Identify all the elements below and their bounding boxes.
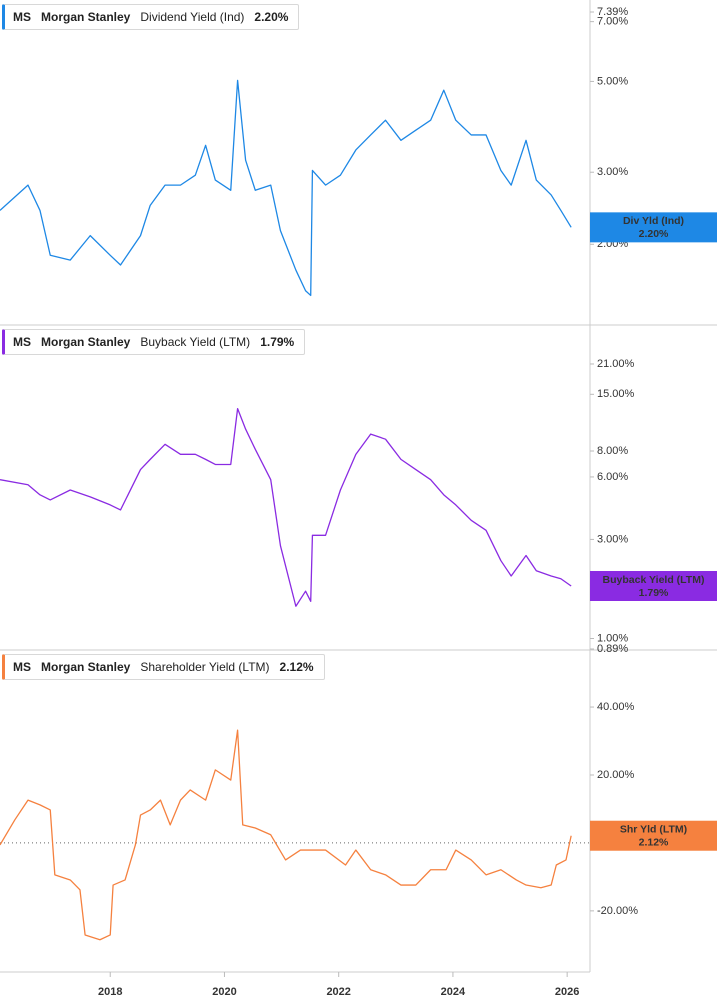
y-tick-label: 7.00% bbox=[597, 16, 628, 28]
x-tick-label: 2026 bbox=[555, 986, 579, 998]
legend-value: 2.12% bbox=[279, 660, 314, 674]
current-value-box: Buyback Yield (LTM)1.79% bbox=[590, 570, 717, 601]
x-tick-label: 2020 bbox=[212, 986, 236, 998]
current-value-box: Div Yld (Ind)2.20% bbox=[590, 212, 717, 243]
y-tick-label: 8.00% bbox=[597, 445, 628, 457]
ticker: MS bbox=[13, 10, 31, 24]
y-tick-label: 40.00% bbox=[597, 701, 635, 713]
company: Morgan Stanley bbox=[41, 660, 131, 674]
legend-header: MS Morgan Stanley Shareholder Yield (LTM… bbox=[2, 654, 325, 680]
y-tick-label: 0.89% bbox=[597, 643, 628, 655]
series-line bbox=[0, 407, 572, 607]
x-tick-label: 2024 bbox=[441, 986, 466, 998]
current-value-marker bbox=[590, 570, 717, 601]
current-value-name: Buyback Yield (LTM) bbox=[603, 574, 705, 586]
legend-entry: Dividend Yield (Ind) bbox=[140, 10, 245, 24]
ticker: MS bbox=[13, 660, 31, 674]
company: Morgan Stanley bbox=[41, 10, 131, 24]
legend-value: 2.20% bbox=[254, 10, 289, 24]
x-tick-label: 2022 bbox=[326, 986, 350, 998]
current-value-label: 1.79% bbox=[639, 587, 669, 599]
current-value-name: Shr Yld (LTM) bbox=[620, 824, 687, 836]
y-tick-label: 3.00% bbox=[597, 166, 628, 178]
y-tick-label: 15.00% bbox=[597, 388, 635, 400]
legend-entry: Shareholder Yield (LTM) bbox=[140, 660, 270, 674]
y-tick-label: 21.00% bbox=[597, 358, 635, 370]
ticker: MS bbox=[13, 335, 31, 349]
current-value-box: Shr Yld (LTM)2.12% bbox=[590, 820, 717, 851]
y-tick-label: -20.00% bbox=[597, 905, 638, 917]
series-line bbox=[0, 79, 572, 297]
y-tick-label: 20.00% bbox=[597, 769, 635, 781]
current-value-name: Div Yld (Ind) bbox=[623, 215, 684, 227]
legend-header: MS Morgan Stanley Dividend Yield (Ind) 2… bbox=[2, 4, 300, 30]
current-value-marker bbox=[590, 212, 717, 243]
y-tick-label: 6.00% bbox=[597, 471, 628, 483]
current-value-marker bbox=[590, 820, 717, 851]
current-value-label: 2.20% bbox=[639, 228, 669, 240]
series-line bbox=[0, 729, 572, 941]
y-tick-label: 3.00% bbox=[597, 533, 628, 545]
y-tick-label: 7.39% bbox=[597, 6, 628, 18]
x-tick-label: 2018 bbox=[98, 986, 122, 998]
y-tick-label: 5.00% bbox=[597, 75, 628, 87]
legend-entry: Buyback Yield (LTM) bbox=[140, 335, 251, 349]
y-tick-label: 1.00% bbox=[597, 632, 628, 644]
legend-header: MS Morgan Stanley Buyback Yield (LTM) 1.… bbox=[2, 329, 306, 355]
legend-value: 1.79% bbox=[260, 335, 295, 349]
current-value-label: 2.12% bbox=[639, 837, 669, 849]
company: Morgan Stanley bbox=[41, 335, 131, 349]
